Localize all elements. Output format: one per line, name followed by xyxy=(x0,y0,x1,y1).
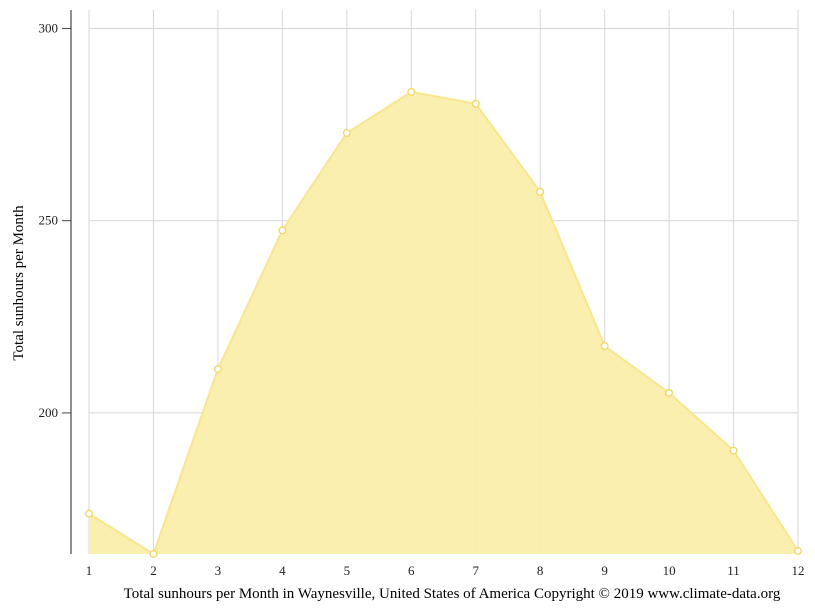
chart-caption: Total sunhours per Month in Waynesville,… xyxy=(124,586,781,602)
data-point xyxy=(600,342,609,351)
x-tick-label: 10 xyxy=(663,563,676,578)
y-tick-label: 200 xyxy=(39,405,59,420)
x-tick-label: 12 xyxy=(792,563,805,578)
y-axis-ticks: 200 250 300 xyxy=(39,20,71,420)
x-axis-ticks: 1 2 3 4 5 6 7 8 9 10 11 12 xyxy=(86,563,805,578)
data-point xyxy=(536,187,545,196)
data-point xyxy=(84,509,93,518)
y-axis-title: Total sunhours per Month xyxy=(11,205,27,361)
data-point xyxy=(665,388,674,397)
data-point xyxy=(342,129,351,138)
data-point xyxy=(471,99,480,108)
series-line xyxy=(88,90,799,556)
data-point xyxy=(729,446,738,455)
data-point xyxy=(213,365,222,374)
x-tick-label: 1 xyxy=(86,563,93,578)
y-tick-label: 250 xyxy=(39,213,59,228)
data-point xyxy=(278,226,287,235)
data-points xyxy=(84,87,803,559)
series-area xyxy=(89,91,798,554)
x-tick-label: 6 xyxy=(408,563,415,578)
x-tick-label: 4 xyxy=(279,563,286,578)
y-tick-label: 300 xyxy=(39,20,59,35)
x-tick-label: 9 xyxy=(601,563,608,578)
data-point xyxy=(794,546,803,555)
data-point xyxy=(149,550,158,559)
x-tick-label: 7 xyxy=(472,563,479,578)
x-tick-label: 5 xyxy=(344,563,351,578)
x-tick-label: 2 xyxy=(150,563,157,578)
x-tick-label: 3 xyxy=(215,563,222,578)
area-layer xyxy=(88,90,799,556)
x-tick-label: 8 xyxy=(537,563,544,578)
data-point xyxy=(407,87,416,96)
x-tick-label: 11 xyxy=(727,563,740,578)
